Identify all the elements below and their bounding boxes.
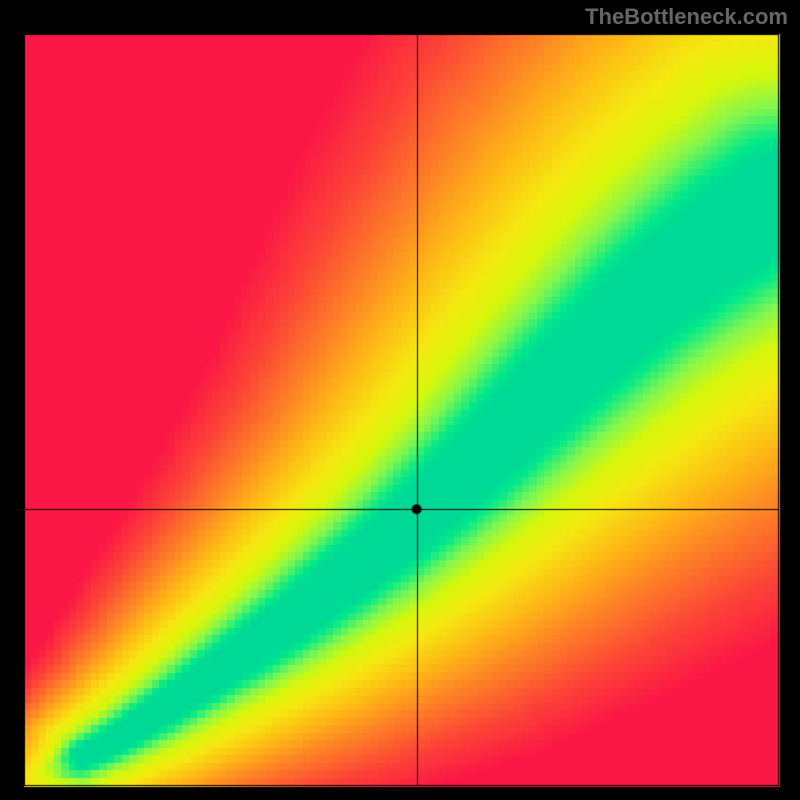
source-watermark: TheBottleneck.com	[585, 4, 788, 30]
bottleneck-heatmap-canvas	[0, 0, 800, 800]
chart-stage: TheBottleneck.com	[0, 0, 800, 800]
